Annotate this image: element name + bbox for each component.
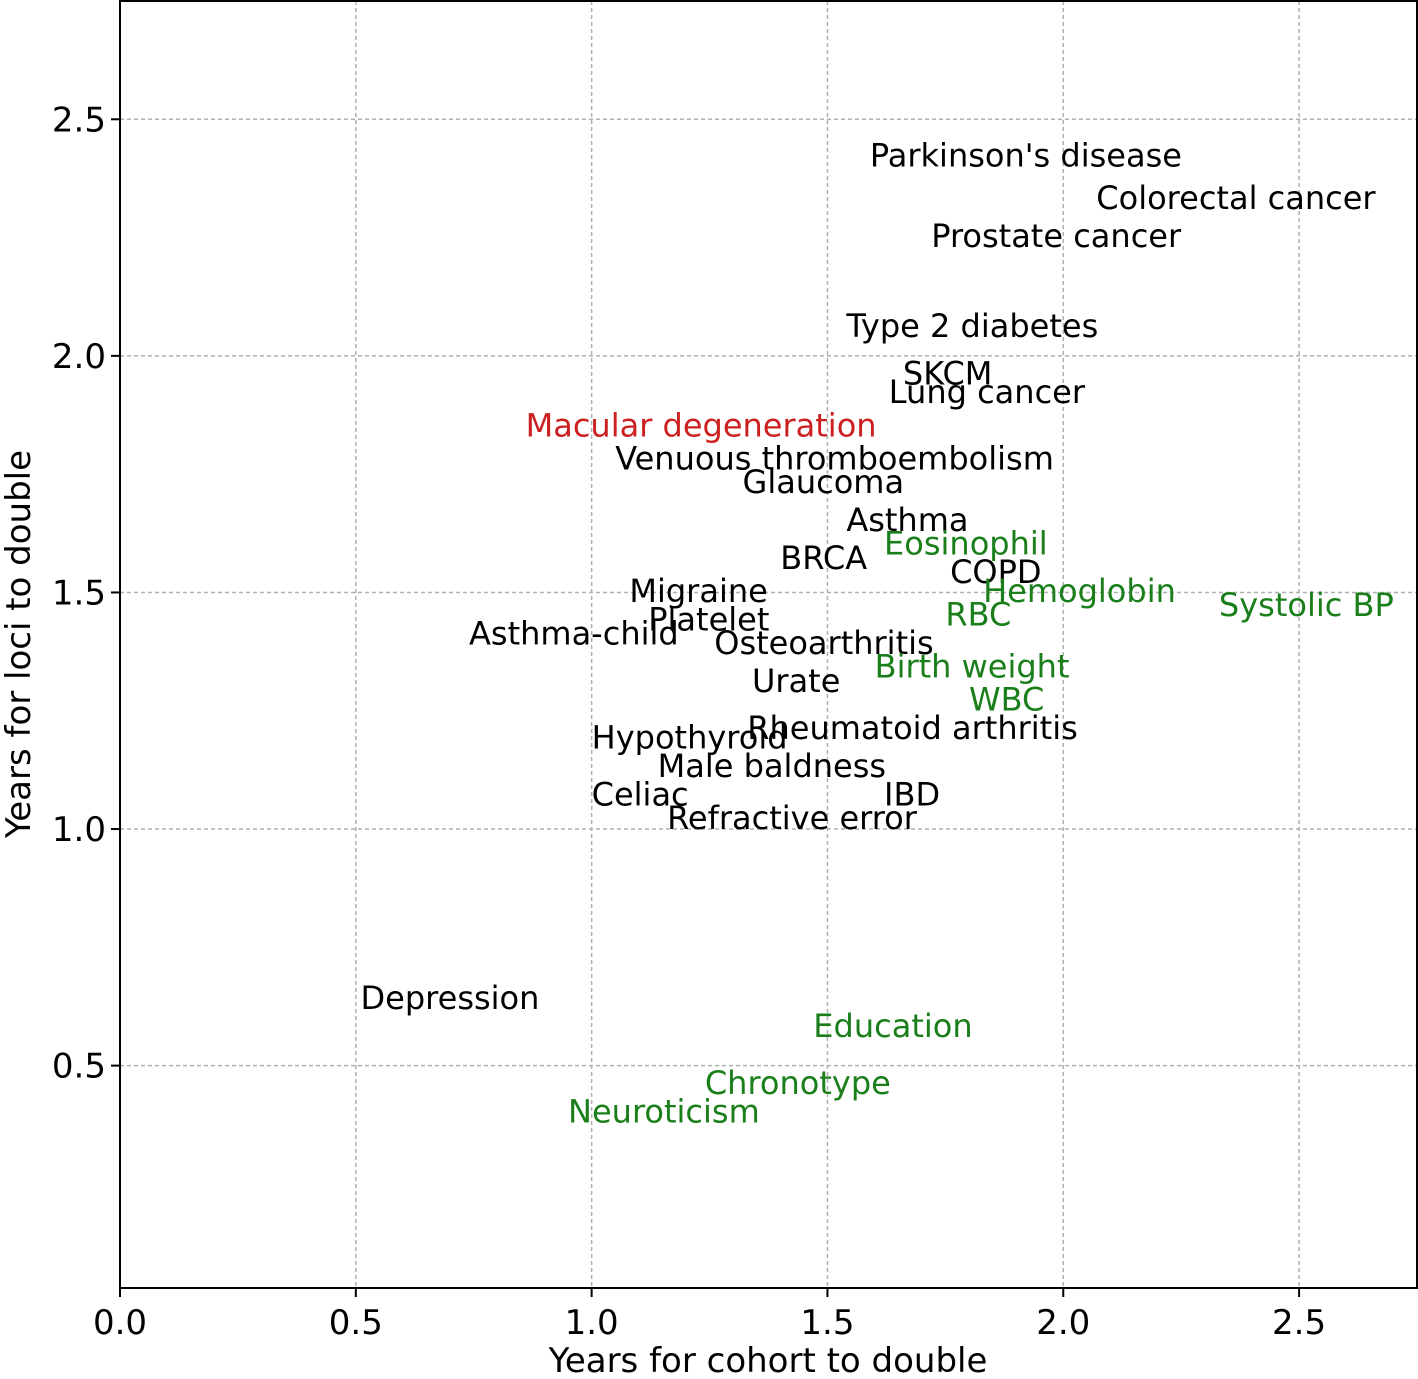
point-label: Glaucoma bbox=[743, 463, 905, 501]
point-label: Migraine bbox=[629, 572, 767, 610]
point-label: Macular degeneration bbox=[526, 406, 877, 444]
point-label: RBC bbox=[945, 596, 1011, 634]
point-label: Rheumatoid arthritis bbox=[747, 709, 1078, 747]
point-label: Celiac bbox=[592, 775, 689, 813]
point-label: Type 2 diabetes bbox=[845, 307, 1098, 345]
point-label: IBD bbox=[884, 775, 940, 813]
x-tick-label: 2.0 bbox=[1036, 1303, 1090, 1343]
x-axis-label: Years for cohort to double bbox=[548, 1341, 988, 1379]
point-label: Prostate cancer bbox=[931, 217, 1182, 255]
y-tick-label: 1.0 bbox=[52, 810, 106, 850]
point-label: SKCM bbox=[903, 354, 993, 392]
y-tick-label: 2.0 bbox=[52, 337, 106, 377]
point-label: Systolic BP bbox=[1219, 586, 1394, 624]
point-label: BRCA bbox=[780, 539, 867, 577]
y-axis-label: Years for loci to double bbox=[0, 450, 39, 839]
point-label: Eosinophil bbox=[884, 525, 1048, 563]
point-label: Asthma bbox=[846, 501, 968, 539]
point-label: Hemoglobin bbox=[983, 572, 1176, 610]
point-label: Parkinson's disease bbox=[870, 137, 1182, 175]
point-label: Asthma-child bbox=[469, 615, 679, 653]
point-labels: Parkinson's disease Colorectal cancerPros… bbox=[361, 137, 1394, 1131]
x-tick-label: 0.0 bbox=[93, 1303, 147, 1343]
x-tick-label: 1.5 bbox=[800, 1303, 854, 1343]
point-label: Osteoarthritis bbox=[714, 624, 933, 662]
point-label: Venuous thromboembolism bbox=[615, 439, 1054, 477]
point-label: Hypothyroid bbox=[592, 719, 788, 757]
plot-frame bbox=[119, 0, 1418, 1289]
x-tick-label: 0.5 bbox=[329, 1303, 383, 1343]
point-label: Lung cancer bbox=[889, 373, 1086, 411]
point-label: Depression bbox=[361, 979, 540, 1017]
point-label: WBC bbox=[969, 681, 1044, 719]
axis-ticks: 0.0 0.5 1.0 1.5 2.0 2.5 0.5 1.0 1.5 2.0 2.5 bbox=[52, 100, 1326, 1343]
point-label: Male baldness bbox=[658, 747, 886, 785]
point-label: Refractive error bbox=[667, 799, 918, 837]
point-label: Neuroticism bbox=[568, 1092, 760, 1130]
point-label: Chronotype bbox=[705, 1064, 891, 1102]
y-tick-label: 1.5 bbox=[52, 573, 106, 613]
y-tick-label: 0.5 bbox=[52, 1047, 106, 1087]
point-label: Education bbox=[813, 1007, 972, 1045]
x-tick-label: 2.5 bbox=[1272, 1303, 1326, 1343]
point-label: Birth weight bbox=[875, 648, 1070, 686]
x-tick-label: 1.0 bbox=[565, 1303, 619, 1343]
point-label: Urate bbox=[752, 662, 840, 700]
point-label: Colorectal cancer bbox=[1096, 179, 1376, 217]
point-label: COPD bbox=[950, 553, 1041, 591]
point-label: Platelet bbox=[648, 600, 769, 638]
y-tick-label: 2.5 bbox=[52, 100, 106, 140]
